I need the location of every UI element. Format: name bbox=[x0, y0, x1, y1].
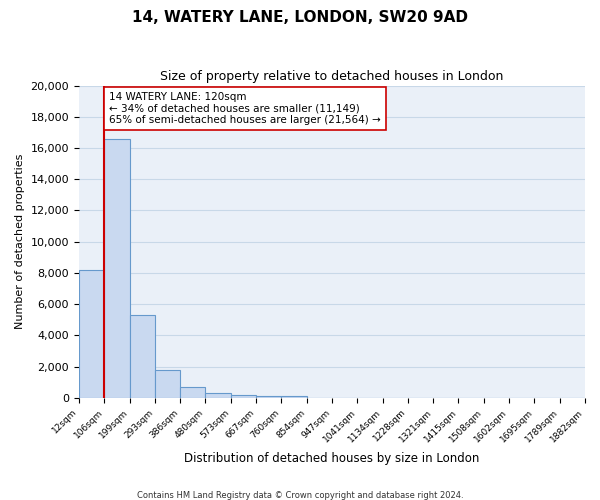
Bar bbox=[231, 394, 256, 398]
Bar bbox=[155, 370, 180, 398]
Bar bbox=[180, 387, 205, 398]
Bar bbox=[256, 396, 281, 398]
Title: Size of property relative to detached houses in London: Size of property relative to detached ho… bbox=[160, 70, 503, 83]
Text: Contains HM Land Registry data © Crown copyright and database right 2024.: Contains HM Land Registry data © Crown c… bbox=[137, 490, 463, 500]
Text: 14 WATERY LANE: 120sqm
← 34% of detached houses are smaller (11,149)
65% of semi: 14 WATERY LANE: 120sqm ← 34% of detached… bbox=[109, 92, 381, 125]
Bar bbox=[104, 138, 130, 398]
Bar bbox=[205, 393, 231, 398]
Bar bbox=[130, 315, 155, 398]
Bar bbox=[79, 270, 104, 398]
Text: 14, WATERY LANE, LONDON, SW20 9AD: 14, WATERY LANE, LONDON, SW20 9AD bbox=[132, 10, 468, 25]
Bar bbox=[281, 396, 307, 398]
X-axis label: Distribution of detached houses by size in London: Distribution of detached houses by size … bbox=[184, 452, 479, 465]
Y-axis label: Number of detached properties: Number of detached properties bbox=[15, 154, 25, 330]
